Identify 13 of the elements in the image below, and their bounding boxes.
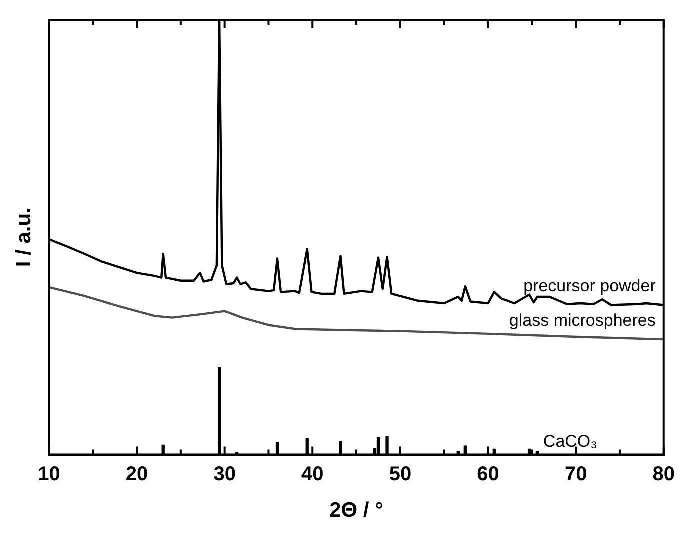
y-axis-title: I / a.u. (12, 208, 36, 268)
x-tick-label: 50 (389, 463, 412, 486)
x-tick-label: 70 (564, 463, 588, 486)
x-tick-label: 10 (38, 463, 60, 486)
series-label: CaCO₃ (543, 432, 598, 451)
x-tick-label: 60 (477, 463, 500, 486)
x-tick-label: 20 (126, 463, 148, 486)
series-label: glass microspheres (509, 310, 656, 330)
x-tick-label: 80 (652, 463, 675, 486)
series-label: precursor powder (524, 276, 656, 296)
x-tick-label: 40 (302, 463, 324, 486)
x-axis-title: 2Θ / ° (330, 499, 384, 522)
x-tick-label: 30 (214, 463, 236, 486)
